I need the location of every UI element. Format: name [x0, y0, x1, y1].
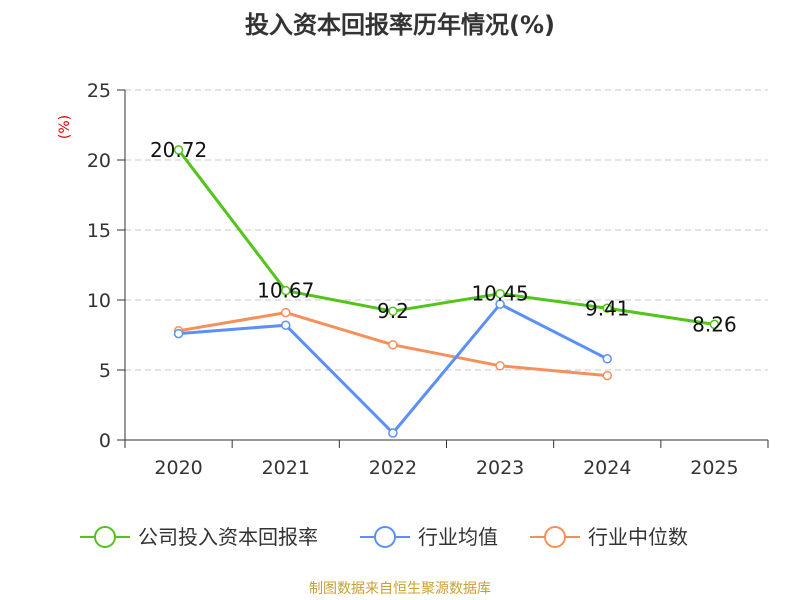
data-point-series-2 — [388, 428, 398, 438]
legend-item-3[interactable]: 行业中位数 — [530, 525, 688, 549]
x-tick-label: 2023 — [476, 457, 524, 479]
data-point-series-1 — [173, 145, 184, 155]
legend-swatch-marker — [94, 526, 116, 548]
data-point-series-2 — [495, 299, 505, 309]
legend-label: 公司投入资本回报率 — [138, 525, 318, 549]
chart-title: 投入资本回报率历年情况(%) — [245, 11, 555, 39]
data-point-series-2 — [602, 354, 612, 364]
data-point-series-3 — [281, 307, 291, 318]
x-tick-label: 2021 — [262, 457, 310, 479]
data-point-series-2 — [281, 320, 291, 330]
data-point-series-3 — [602, 370, 612, 381]
legend-swatch-marker — [374, 526, 396, 548]
legend-label: 行业中位数 — [588, 525, 688, 549]
x-tick-label: 2024 — [583, 457, 631, 479]
data-labels: 20.72 10.67 9.2 10.45 9.41 8.26 — [150, 138, 737, 336]
data-label: 8.26 — [692, 312, 737, 336]
x-tick-label: 2020 — [154, 457, 202, 479]
data-label: 20.72 — [150, 138, 207, 162]
data-label: 9.2 — [377, 299, 409, 323]
legend-label: 行业均值 — [418, 525, 498, 549]
x-tick-label: 2025 — [690, 457, 738, 479]
y-tick-label: 10 — [87, 290, 111, 312]
data-point-series-3 — [495, 361, 505, 371]
series-line-1 — [177, 149, 715, 326]
y-tick-label: 25 — [87, 80, 111, 102]
legend-swatch-marker — [544, 526, 566, 548]
source-note: 制图数据来自恒生聚源数据库 — [309, 581, 491, 597]
data-point-series-1 — [281, 285, 291, 296]
y-tick-label: 20 — [87, 150, 111, 172]
legend-item-1[interactable]: 公司投入资本回报率 — [80, 525, 318, 549]
data-point-series-1 — [495, 288, 505, 299]
y-tick-label: 15 — [87, 220, 111, 242]
data-point-series-2 — [173, 328, 184, 339]
y-tick-label: 0 — [99, 430, 111, 452]
data-point-series-3 — [388, 340, 398, 350]
data-point-series-1 — [602, 303, 612, 314]
y-axis-unit-label: (%) — [57, 115, 73, 139]
data-point-series-1 — [388, 306, 398, 316]
data-label: 10.67 — [257, 279, 314, 303]
legend[interactable]: 公司投入资本回报率 行业均值 行业中位数 — [80, 525, 688, 549]
y-tick-label: 5 — [99, 360, 111, 382]
gridlines — [125, 89, 768, 371]
legend-item-2[interactable]: 行业均值 — [360, 525, 498, 549]
data-label: 10.45 — [471, 282, 528, 306]
data-point-series-1 — [709, 319, 720, 330]
x-tick-label: 2022 — [369, 457, 417, 479]
data-label: 9.41 — [585, 296, 630, 320]
series-layer — [173, 145, 720, 438]
